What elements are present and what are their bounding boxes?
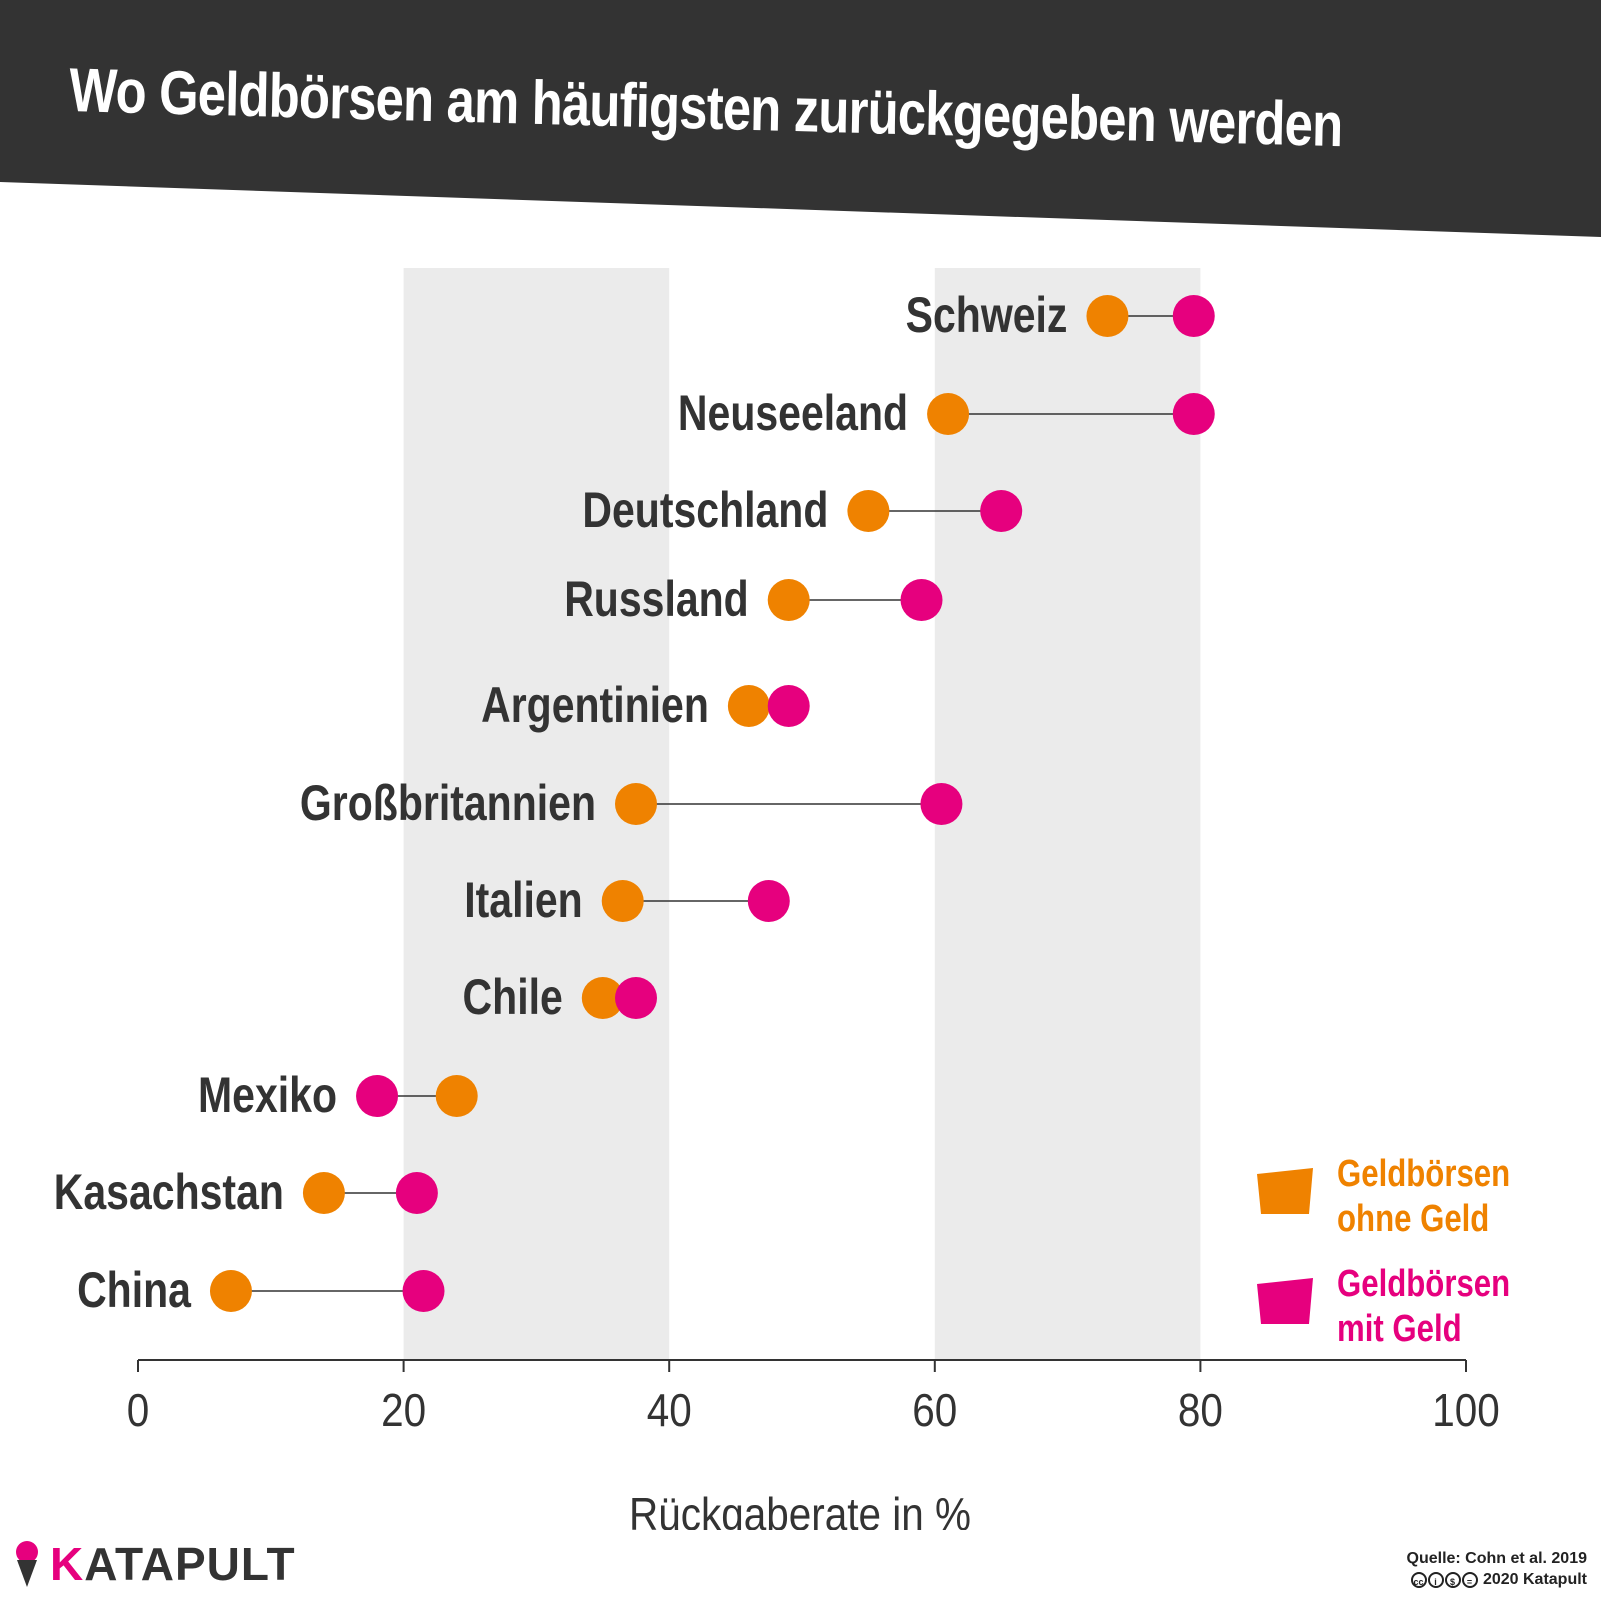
country-label: Großbritannien	[300, 775, 596, 831]
country-label: Italien	[464, 872, 582, 928]
chart-rows: Schweiz Neuseeland Deutschland Russland Arge…	[54, 287, 1215, 1318]
shaded-band-1	[934, 268, 1201, 1360]
legend-label-ohne-line1: Geldbörsen	[1337, 1153, 1511, 1195]
nd-icon: =	[1461, 1571, 1478, 1588]
point-mit-geld	[402, 1270, 445, 1312]
license-text: 2020 Katapult	[1482, 1571, 1587, 1588]
point-ohne-geld	[615, 783, 657, 825]
legend-label-ohne-line2: ohne Geld	[1337, 1198, 1490, 1240]
logo-rest: ATAPULT	[84, 1538, 296, 1590]
nc-icon: $	[1444, 1571, 1461, 1588]
point-mit-geld	[356, 1075, 399, 1117]
chart-row: Italien	[464, 872, 790, 928]
chart-row: Neuseeland	[678, 385, 1215, 441]
source-text: Quelle: Cohn et al. 2019	[1406, 1550, 1588, 1567]
source-note: Quelle: Cohn et al. 2019 cc i $ = 2020 Kata…	[1407, 1548, 1588, 1590]
chart-row: Großbritannien	[300, 775, 963, 831]
x-tick-label: 60	[912, 1386, 957, 1437]
country-label: China	[77, 1262, 191, 1318]
point-mit-geld	[900, 579, 943, 621]
wallet-full-icon	[1257, 1278, 1313, 1324]
logo-k: K	[50, 1538, 85, 1590]
chart-row: Argentinien	[481, 677, 810, 733]
x-axis-label: Rückgaberate in %	[629, 1490, 971, 1530]
chart-row: Mexiko	[198, 1067, 478, 1123]
legend-label-mit-line2: mit Geld	[1337, 1308, 1462, 1350]
x-tick-label: 0	[127, 1386, 150, 1437]
x-tick-label: 20	[381, 1386, 426, 1437]
chart-row: Schweiz	[906, 287, 1215, 343]
chart-row: Kasachstan	[54, 1164, 438, 1220]
dumbbell-chart: 0 20 40 60 80 100 Schweiz Neuseeland Deutschlan…	[54, 268, 1500, 1530]
point-ohne-geld	[1086, 295, 1129, 337]
point-ohne-geld	[927, 393, 970, 435]
point-ohne-geld	[727, 685, 770, 727]
chart-row: Deutschland	[582, 482, 1023, 538]
point-ohne-geld	[767, 579, 810, 621]
by-icon: i	[1427, 1571, 1444, 1588]
wallet-empty-icon	[1257, 1168, 1313, 1214]
point-ohne-geld	[847, 490, 890, 532]
ice-cream-icon	[16, 1541, 38, 1587]
point-ohne-geld	[601, 880, 644, 922]
x-tick-label: 100	[1432, 1386, 1500, 1437]
chart-row: Chile	[463, 969, 657, 1025]
x-axis: 0 20 40 60 80 100	[127, 1359, 1500, 1437]
point-ohne-geld	[435, 1075, 478, 1117]
country-label: Neuseeland	[678, 385, 908, 441]
license-row: cc i $ = 2020 Katapult	[1407, 1569, 1587, 1590]
chart-row: Russland	[564, 571, 943, 627]
x-tick-label: 40	[647, 1386, 692, 1437]
point-mit-geld	[615, 977, 657, 1019]
country-label: Deutschland	[582, 482, 828, 538]
country-label: Chile	[463, 969, 563, 1025]
point-mit-geld	[767, 685, 810, 727]
point-ohne-geld	[302, 1172, 345, 1214]
point-mit-geld	[1172, 393, 1215, 435]
point-mit-geld	[395, 1172, 438, 1214]
legend-label-mit-geld: Geldbörsen mit Geld	[1337, 1262, 1510, 1352]
point-mit-geld	[920, 783, 963, 825]
point-mit-geld	[1172, 295, 1215, 337]
header-banner	[0, 0, 1601, 237]
country-label: Argentinien	[481, 677, 709, 733]
cc-icon: cc	[1410, 1571, 1427, 1588]
legend-label-ohne-geld: Geldbörsen ohne Geld	[1337, 1152, 1510, 1242]
country-label: Russland	[564, 571, 749, 627]
legend-label-mit-line1: Geldbörsen	[1337, 1263, 1511, 1305]
country-label: Schweiz	[906, 287, 1068, 343]
point-mit-geld	[980, 490, 1023, 532]
chart-row: China	[77, 1262, 445, 1318]
x-tick-label: 80	[1178, 1386, 1223, 1437]
country-label: Kasachstan	[54, 1164, 284, 1220]
point-ohne-geld	[209, 1270, 252, 1312]
point-mit-geld	[747, 880, 790, 922]
country-label: Mexiko	[198, 1067, 337, 1123]
point-ohne-geld	[581, 977, 624, 1019]
